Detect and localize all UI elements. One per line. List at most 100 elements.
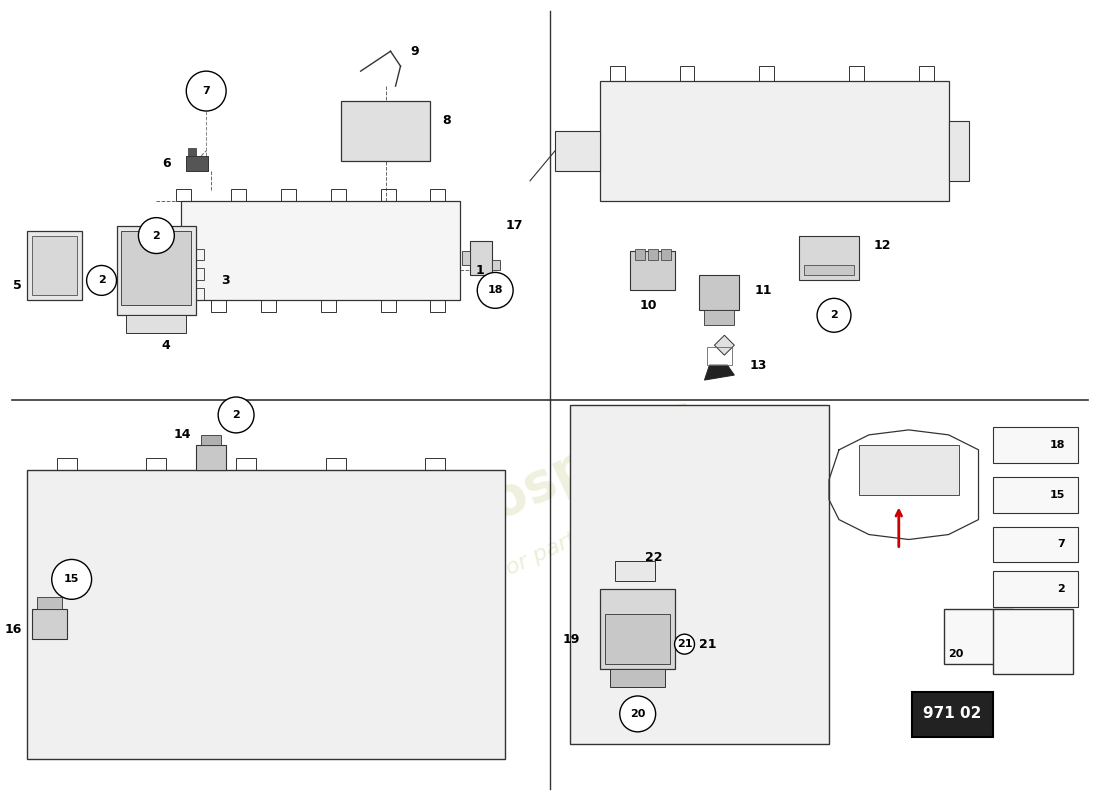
Text: eurosparts: eurosparts [393, 388, 707, 571]
Bar [261, 300, 276, 312]
Circle shape [139, 218, 174, 254]
Bar [600, 590, 674, 669]
Circle shape [87, 266, 117, 295]
Text: 5: 5 [13, 279, 22, 292]
Bar [331, 189, 345, 201]
Text: 21: 21 [700, 638, 717, 650]
Circle shape [735, 714, 745, 724]
Circle shape [585, 649, 595, 659]
Bar [341, 101, 430, 161]
Text: 971 02: 971 02 [923, 706, 982, 722]
Bar [32, 610, 67, 639]
Circle shape [477, 273, 513, 308]
Bar [211, 300, 227, 312]
Circle shape [817, 298, 851, 332]
Text: 4: 4 [162, 338, 170, 352]
Polygon shape [1003, 634, 1064, 664]
Text: 9: 9 [410, 45, 419, 58]
Circle shape [735, 649, 745, 659]
Bar [196, 249, 205, 261]
Bar [321, 300, 336, 312]
Bar [635, 249, 645, 261]
Bar [126, 315, 186, 334]
Circle shape [619, 696, 656, 732]
Circle shape [1005, 486, 1022, 502]
Bar [381, 300, 396, 312]
Bar [26, 230, 81, 300]
Text: 17: 17 [505, 219, 522, 232]
Text: 12: 12 [873, 239, 891, 252]
Text: 15: 15 [64, 574, 79, 584]
Bar [609, 66, 625, 81]
Bar [799, 235, 859, 281]
Circle shape [397, 726, 414, 742]
Circle shape [784, 649, 794, 659]
Text: 10: 10 [640, 299, 657, 312]
Circle shape [684, 570, 694, 579]
Text: 22: 22 [645, 551, 662, 564]
Bar [381, 189, 396, 201]
Bar [993, 427, 1078, 462]
Bar [556, 131, 600, 170]
Circle shape [52, 559, 91, 599]
Text: 20: 20 [630, 709, 646, 719]
Bar [26, 470, 505, 758]
Bar [201, 435, 221, 445]
Bar [605, 614, 670, 664]
Bar [570, 405, 829, 744]
Text: 21: 21 [676, 639, 692, 649]
Bar [993, 477, 1078, 513]
Text: 13: 13 [749, 358, 767, 372]
Circle shape [635, 714, 645, 724]
Text: 7: 7 [1057, 539, 1065, 550]
Text: 20: 20 [948, 649, 964, 659]
Circle shape [585, 570, 595, 579]
Text: 7: 7 [202, 86, 210, 96]
Bar [918, 66, 934, 81]
Circle shape [585, 714, 595, 724]
Text: 18: 18 [1049, 440, 1065, 450]
Bar [680, 66, 694, 81]
Bar [186, 156, 208, 170]
Circle shape [298, 726, 314, 742]
Bar [492, 261, 500, 270]
Text: 15: 15 [1049, 490, 1065, 500]
Bar [993, 610, 1074, 674]
Bar [430, 189, 446, 201]
Circle shape [635, 649, 645, 659]
Bar [948, 121, 968, 181]
Circle shape [684, 649, 694, 659]
Bar [804, 266, 854, 275]
Bar [196, 269, 205, 281]
Bar [600, 81, 948, 201]
Text: 19: 19 [562, 633, 580, 646]
Text: 14: 14 [174, 428, 191, 442]
Circle shape [784, 714, 794, 724]
Bar [117, 226, 196, 315]
Text: a passion for parts since 1985: a passion for parts since 1985 [394, 470, 706, 630]
Circle shape [684, 714, 694, 724]
Bar [280, 189, 296, 201]
Bar [231, 189, 246, 201]
Bar [993, 526, 1078, 562]
Text: 6: 6 [163, 158, 172, 170]
Bar [629, 250, 674, 290]
Bar [993, 571, 1078, 607]
Bar [707, 347, 733, 365]
Bar [944, 610, 1013, 664]
Bar [462, 250, 471, 266]
Circle shape [958, 622, 989, 652]
Bar [430, 300, 446, 312]
Text: 2: 2 [830, 310, 838, 320]
Polygon shape [704, 365, 735, 380]
Bar [615, 562, 654, 582]
Bar [609, 669, 664, 687]
Text: 3: 3 [221, 274, 230, 287]
Bar [426, 458, 446, 470]
Bar [196, 288, 205, 300]
Bar [176, 189, 191, 201]
Bar [121, 230, 191, 306]
Polygon shape [714, 335, 735, 355]
Bar [912, 692, 993, 737]
Text: 1: 1 [475, 264, 484, 277]
